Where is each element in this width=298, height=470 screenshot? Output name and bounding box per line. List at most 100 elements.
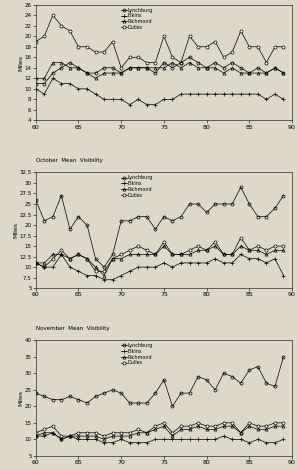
Richmond (179, 251, 183, 257)
Dulles (188, 248, 191, 253)
Lynchburg (34, 197, 38, 203)
Lynchburg (60, 65, 63, 70)
Richmond (171, 433, 174, 439)
Dulles (136, 55, 140, 60)
Lynchburg (273, 205, 277, 211)
Richmond (256, 427, 260, 432)
Dulles (60, 433, 63, 439)
Lynchburg (171, 404, 174, 409)
Elkins (239, 251, 243, 257)
Y-axis label: Miles: Miles (18, 55, 23, 70)
Dulles (153, 60, 157, 65)
Lynchburg (111, 387, 114, 392)
Richmond (248, 248, 251, 253)
Richmond (273, 423, 277, 429)
Elkins (60, 437, 63, 442)
Richmond (77, 433, 80, 439)
Elkins (230, 91, 234, 97)
Elkins (222, 433, 226, 439)
Dulles (179, 251, 183, 257)
Elkins (102, 96, 106, 102)
Richmond (239, 243, 243, 249)
Elkins (256, 91, 260, 97)
Dulles (153, 423, 157, 429)
Lynchburg (145, 214, 149, 219)
Dulles (256, 44, 260, 50)
Elkins (128, 440, 131, 446)
Dulles (179, 60, 183, 65)
Dulles (85, 430, 89, 436)
Richmond (145, 430, 149, 436)
Dulles (273, 44, 277, 50)
Richmond (34, 76, 38, 81)
Elkins (205, 91, 208, 97)
Lynchburg (68, 60, 72, 65)
Dulles (213, 239, 217, 245)
Elkins (188, 437, 191, 442)
Dulles (256, 243, 260, 249)
Richmond (265, 427, 268, 432)
Richmond (153, 427, 157, 432)
Elkins (43, 433, 46, 439)
Dulles (102, 433, 106, 439)
Elkins (205, 437, 208, 442)
Lynchburg (213, 387, 217, 392)
Richmond (51, 60, 55, 65)
Lynchburg (111, 251, 114, 257)
Lynchburg (43, 393, 46, 399)
Dulles (136, 427, 140, 432)
Lynchburg (128, 400, 131, 406)
Lynchburg (282, 354, 285, 360)
Lynchburg (196, 374, 200, 379)
Lynchburg (128, 218, 131, 224)
Dulles (248, 248, 251, 253)
Lynchburg (94, 256, 97, 261)
Dulles (222, 55, 226, 60)
Dulles (230, 420, 234, 426)
Line: Dulles: Dulles (34, 14, 285, 70)
Dulles (34, 39, 38, 44)
Richmond (196, 248, 200, 253)
Richmond (119, 70, 123, 76)
Lynchburg (77, 65, 80, 70)
Elkins (94, 91, 97, 97)
Lynchburg (119, 70, 123, 76)
Richmond (60, 437, 63, 442)
Elkins (248, 256, 251, 261)
Dulles (51, 423, 55, 429)
Richmond (43, 430, 46, 436)
Lynchburg (205, 377, 208, 383)
Richmond (162, 65, 166, 70)
Lynchburg (196, 60, 200, 65)
Elkins (265, 260, 268, 266)
Dulles (94, 268, 97, 274)
Dulles (213, 423, 217, 429)
Line: Richmond: Richmond (34, 244, 285, 277)
Richmond (94, 76, 97, 81)
Lynchburg (282, 193, 285, 198)
Lynchburg (265, 380, 268, 386)
Lynchburg (230, 201, 234, 207)
Richmond (273, 248, 277, 253)
Lynchburg (273, 65, 277, 70)
Elkins (239, 91, 243, 97)
Dulles (282, 44, 285, 50)
Elkins (282, 437, 285, 442)
Elkins (119, 437, 123, 442)
Lynchburg (222, 201, 226, 207)
Lynchburg (51, 214, 55, 219)
Elkins (213, 437, 217, 442)
Lynchburg (60, 193, 63, 198)
Y-axis label: Miles: Miles (13, 222, 18, 238)
Lynchburg (248, 201, 251, 207)
Elkins (153, 102, 157, 108)
Elkins (51, 76, 55, 81)
Elkins (222, 91, 226, 97)
Lynchburg (102, 390, 106, 396)
Lynchburg (188, 390, 191, 396)
Elkins (162, 96, 166, 102)
Lynchburg (179, 214, 183, 219)
Line: Lynchburg: Lynchburg (34, 186, 285, 269)
Dulles (282, 420, 285, 426)
Dulles (145, 248, 149, 253)
